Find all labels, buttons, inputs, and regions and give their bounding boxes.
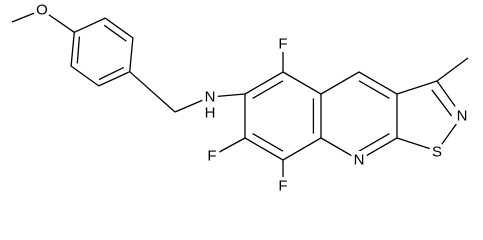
atom-label: F (278, 36, 287, 53)
atom-label: N (205, 89, 216, 106)
atom-label: S (432, 144, 442, 161)
atom-label: N (457, 108, 468, 125)
atom-label: F (278, 178, 287, 195)
atom-labels: O N H F F F N S N (33, 0, 471, 196)
structure-diagram: O N H F F F N S N (11, 0, 471, 196)
atom-label: N (354, 152, 365, 169)
bonds (11, 9, 469, 186)
atom-label: O (36, 2, 48, 19)
atom-label: H (205, 105, 216, 122)
atom-label: F (207, 148, 216, 165)
